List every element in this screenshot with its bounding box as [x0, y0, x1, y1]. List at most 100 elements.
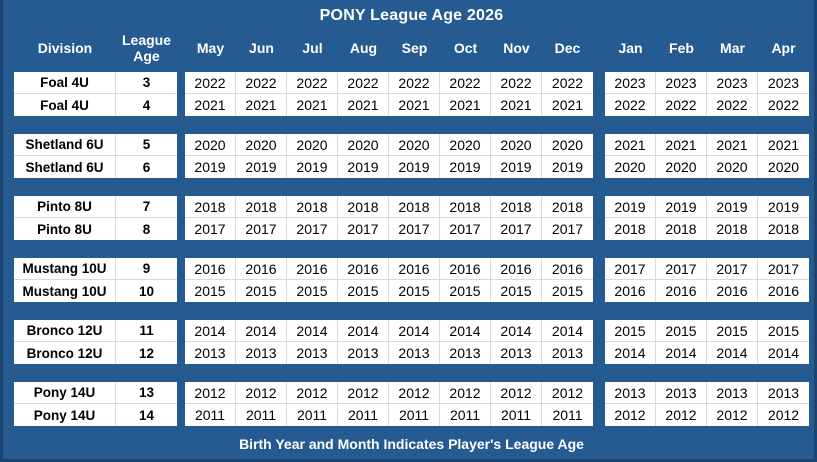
- birth-year-cell: 2019: [338, 156, 389, 178]
- birth-year-cell: 2023: [707, 72, 758, 94]
- header-row: Division League Age May Jun Jul Aug Sep Oct No…: [14, 28, 809, 68]
- birth-year-cell: 2014: [758, 342, 809, 364]
- birth-year-cell: 2020: [758, 156, 809, 178]
- birth-year-cell: 2019: [491, 156, 542, 178]
- birth-year-cell: 2012: [707, 404, 758, 426]
- table-row: Pony 14U 14 2011 2011 2011 2011 2011 2011 2011 20…: [14, 404, 809, 426]
- month-header: Aug: [349, 40, 378, 56]
- birth-year-cell: 2018: [758, 218, 809, 240]
- birth-year-cell: 2011: [542, 404, 593, 426]
- birth-year-cell: 2022: [656, 94, 707, 116]
- birth-year-cell: 2012: [542, 382, 593, 404]
- birth-year-cell: 2018: [707, 218, 758, 240]
- division-cell: Mustang 10U: [14, 280, 116, 302]
- birth-year-cell: 2016: [389, 258, 440, 280]
- league-age-cell: 7: [116, 196, 177, 218]
- birth-year-cell: 2022: [389, 72, 440, 94]
- block-gap: [593, 134, 605, 156]
- birth-year-cell: 2018: [287, 196, 338, 218]
- birth-year-cell: 2020: [185, 134, 236, 156]
- birth-year-cell: 2013: [185, 342, 236, 364]
- birth-year-cell: 2014: [389, 320, 440, 342]
- table-row: Mustang 10U 10 2015 2015 2015 2015 2015 2015 201…: [14, 280, 809, 302]
- division-cell: Foal 4U: [14, 94, 116, 116]
- league-age-cell: 5: [116, 134, 177, 156]
- table-row: Bronco 12U 11 2014 2014 2014 2014 2014 2014 2014…: [14, 320, 809, 342]
- birth-year-cell: 2019: [236, 156, 287, 178]
- birth-year-cell: 2020: [236, 134, 287, 156]
- birth-year-cell: 2011: [185, 404, 236, 426]
- birth-year-cell: 2016: [491, 258, 542, 280]
- birth-year-cell: 2020: [287, 134, 338, 156]
- birth-year-cell: 2018: [542, 196, 593, 218]
- birth-year-cell: 2019: [440, 156, 491, 178]
- birth-year-cell: 2011: [389, 404, 440, 426]
- birth-year-cell: 2011: [440, 404, 491, 426]
- birth-year-cell: 2014: [236, 320, 287, 342]
- birth-year-cell: 2017: [185, 218, 236, 240]
- block-gap: [177, 156, 185, 178]
- division-group: Pinto 8U 7 2018 2018 2018 2018 2018 2018 2018 201…: [14, 196, 809, 240]
- division-cell: Foal 4U: [14, 72, 116, 94]
- block-gap: [177, 196, 185, 218]
- league-age-cell: 10: [116, 280, 177, 302]
- birth-year-cell: 2021: [707, 134, 758, 156]
- month-header: May: [196, 40, 225, 56]
- birth-year-cell: 2017: [707, 258, 758, 280]
- birth-year-cell: 2012: [605, 404, 656, 426]
- birth-year-cell: 2017: [338, 218, 389, 240]
- division-group: Bronco 12U 11 2014 2014 2014 2014 2014 2014 2014…: [14, 320, 809, 364]
- birth-year-cell: 2013: [236, 342, 287, 364]
- block-gap: [177, 218, 185, 240]
- birth-year-cell: 2015: [440, 280, 491, 302]
- birth-year-cell: 2015: [491, 280, 542, 302]
- birth-year-cell: 2020: [542, 134, 593, 156]
- league-age-cell: 4: [116, 94, 177, 116]
- birth-year-cell: 2022: [491, 72, 542, 94]
- birth-year-cell: 2020: [491, 134, 542, 156]
- division-cell: Bronco 12U: [14, 342, 116, 364]
- birth-year-cell: 2017: [605, 258, 656, 280]
- birth-year-cell: 2013: [287, 342, 338, 364]
- block-gap: [177, 342, 185, 364]
- table-row: Pinto 8U 7 2018 2018 2018 2018 2018 2018 2018 201…: [14, 196, 809, 218]
- division-cell: Shetland 6U: [14, 134, 116, 156]
- birth-year-cell: 2018: [656, 218, 707, 240]
- birth-year-cell: 2015: [542, 280, 593, 302]
- league-age-cell: 11: [116, 320, 177, 342]
- birth-year-cell: 2016: [707, 280, 758, 302]
- birth-year-cell: 2015: [338, 280, 389, 302]
- birth-year-cell: 2015: [758, 320, 809, 342]
- birth-year-cell: 2016: [440, 258, 491, 280]
- birth-year-cell: 2021: [542, 94, 593, 116]
- birth-year-cell: 2014: [605, 342, 656, 364]
- block-gap: [593, 28, 605, 68]
- league-age-cell: 8: [116, 218, 177, 240]
- birth-year-cell: 2015: [656, 320, 707, 342]
- table-row: Pony 14U 13 2012 2012 2012 2012 2012 2012 2012 20…: [14, 382, 809, 404]
- birth-year-cell: 2018: [440, 196, 491, 218]
- column-header-division: Division: [37, 40, 93, 56]
- birth-year-cell: 2019: [656, 196, 707, 218]
- block-gap: [593, 342, 605, 364]
- birth-year-cell: 2019: [542, 156, 593, 178]
- birth-year-cell: 2016: [338, 258, 389, 280]
- birth-year-cell: 2021: [287, 94, 338, 116]
- birth-year-cell: 2011: [338, 404, 389, 426]
- division-cell: Pinto 8U: [14, 196, 116, 218]
- birth-year-cell: 2019: [707, 196, 758, 218]
- birth-year-cell: 2022: [758, 94, 809, 116]
- birth-year-cell: 2018: [491, 196, 542, 218]
- month-header: Nov: [503, 40, 530, 56]
- birth-year-cell: 2021: [185, 94, 236, 116]
- birth-year-cell: 2016: [287, 258, 338, 280]
- birth-year-cell: 2018: [605, 218, 656, 240]
- table-body: Foal 4U 3 2022 2022 2022 2022 2022 2022 2022 2022…: [14, 72, 809, 426]
- birth-year-cell: 2012: [491, 382, 542, 404]
- birth-year-cell: 2011: [287, 404, 338, 426]
- footer-note: Birth Year and Month Indicates Player's …: [239, 436, 584, 452]
- birth-year-cell: 2016: [656, 280, 707, 302]
- birth-year-cell: 2014: [491, 320, 542, 342]
- birth-year-cell: 2019: [287, 156, 338, 178]
